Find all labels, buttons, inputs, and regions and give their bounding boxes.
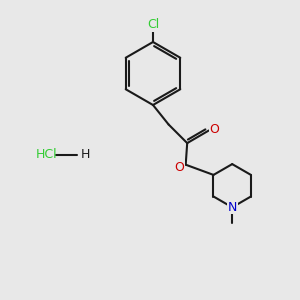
- Text: Cl: Cl: [147, 18, 159, 32]
- Text: N: N: [227, 201, 237, 214]
- Text: O: O: [174, 160, 184, 174]
- Text: H: H: [81, 148, 90, 161]
- Text: HCl: HCl: [36, 148, 57, 161]
- Text: O: O: [209, 122, 219, 136]
